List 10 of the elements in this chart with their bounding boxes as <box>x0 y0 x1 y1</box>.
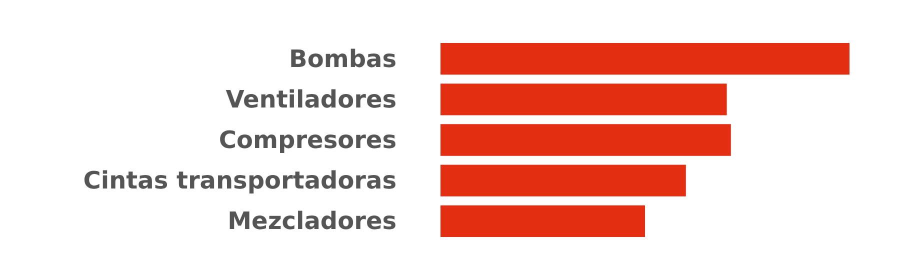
y-tick-label: Ventiladores <box>226 85 396 114</box>
y-tick-label: Bombas <box>289 44 397 73</box>
bar <box>440 84 727 116</box>
bar <box>440 205 645 238</box>
y-tick-label: Compresores <box>218 126 397 154</box>
y-tick-label: Cintas transportadoras <box>83 166 396 195</box>
y-tick-label: Mezcladores <box>228 207 396 236</box>
bar <box>440 42 850 75</box>
bar <box>440 124 731 156</box>
bar <box>440 164 686 196</box>
